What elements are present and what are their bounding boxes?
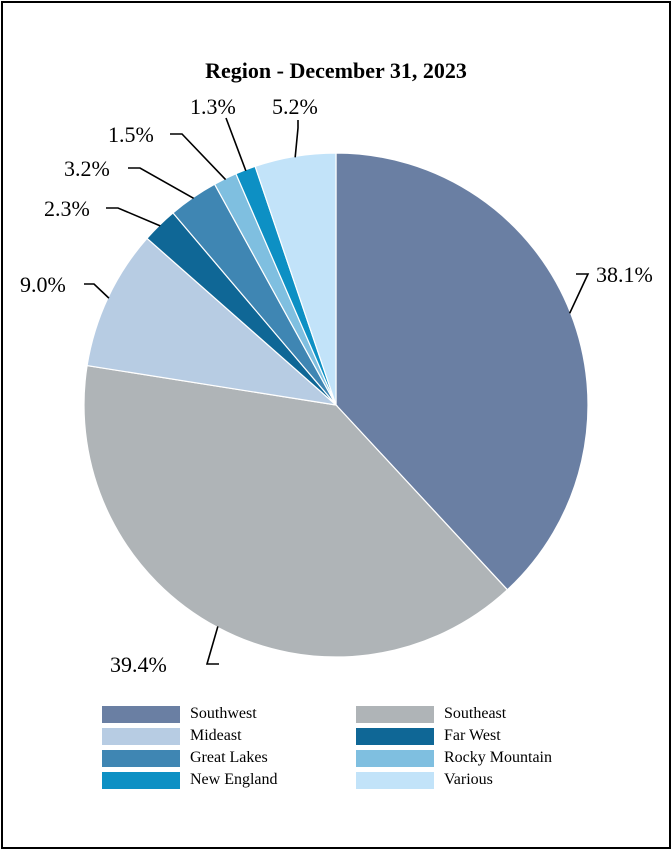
data-label-various: 5.2% bbox=[272, 94, 318, 119]
data-label-new-england: 1.3% bbox=[190, 94, 236, 119]
leader-line-southeast bbox=[205, 626, 219, 665]
legend-swatch bbox=[102, 749, 180, 767]
chart-title: Region - December 31, 2023 bbox=[205, 58, 467, 83]
legend-label: Mideast bbox=[190, 727, 242, 744]
legend-item-great-lakes: Great Lakes bbox=[102, 748, 268, 768]
data-label-rocky-mountain: 1.5% bbox=[108, 122, 154, 147]
legend-label: Various bbox=[444, 771, 493, 788]
data-label-southwest: 38.1% bbox=[596, 262, 653, 287]
leader-line-great-lakes bbox=[128, 167, 195, 199]
leader-line-mideast bbox=[84, 283, 110, 299]
legend-item-rocky-mountain: Rocky Mountain bbox=[356, 748, 552, 768]
legend-item-southwest: Southwest bbox=[102, 704, 257, 724]
legend-item-southeast: Southeast bbox=[356, 704, 506, 724]
legend-label: Rocky Mountain bbox=[444, 749, 552, 766]
legend-swatch bbox=[356, 771, 434, 789]
leader-line-far-west bbox=[106, 207, 161, 227]
data-label-southeast: 39.4% bbox=[110, 652, 167, 677]
legend-label: Far West bbox=[444, 727, 501, 744]
legend-swatch bbox=[102, 705, 180, 723]
legend: Southwest Southeast Mideast Far West Great L… bbox=[102, 704, 602, 794]
legend-swatch bbox=[102, 727, 180, 745]
legend-swatch bbox=[356, 749, 434, 767]
legend-label: Southeast bbox=[444, 705, 507, 722]
legend-label: Great Lakes bbox=[190, 749, 268, 766]
legend-item-far-west: Far West bbox=[356, 726, 501, 746]
legend-swatch bbox=[102, 771, 180, 789]
legend-item-new-england: New England bbox=[102, 770, 278, 790]
legend-swatch bbox=[356, 705, 434, 723]
data-label-great-lakes: 3.2% bbox=[64, 156, 110, 181]
legend-label: New England bbox=[190, 771, 278, 788]
leader-line-various bbox=[294, 120, 299, 158]
legend-label: Southwest bbox=[190, 705, 257, 722]
leader-line-rocky-mountain bbox=[170, 133, 227, 181]
legend-swatch bbox=[356, 727, 434, 745]
leader-line-new-england bbox=[225, 117, 247, 172]
data-label-mideast: 9.0% bbox=[20, 272, 66, 297]
data-label-far-west: 2.3% bbox=[44, 196, 90, 221]
legend-item-various: Various bbox=[356, 770, 493, 790]
leader-line-southwest bbox=[568, 273, 590, 314]
legend-item-mideast: Mideast bbox=[102, 726, 242, 746]
